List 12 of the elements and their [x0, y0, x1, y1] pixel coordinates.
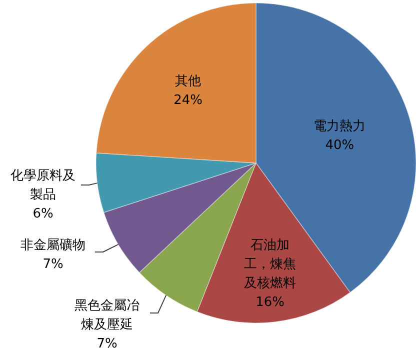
slice-label: 其他 [174, 72, 202, 91]
slice-label: 非金屬礦物 [20, 237, 86, 255]
data-label: 7% [42, 256, 64, 274]
data-label: 6% [32, 206, 54, 224]
slice-label: 石油加工，煉焦及核燃料 [243, 237, 298, 294]
data-label: 24% [172, 92, 204, 110]
data-label: 16% [254, 294, 286, 312]
slice-label: 黑色金屬冶煉及壓延 [74, 298, 140, 334]
data-label: 40% [324, 136, 356, 155]
slice-label: 化學原料及製品 [10, 168, 76, 204]
data-label: 7% [96, 336, 118, 354]
slice-label: 電力熱力 [312, 118, 367, 136]
